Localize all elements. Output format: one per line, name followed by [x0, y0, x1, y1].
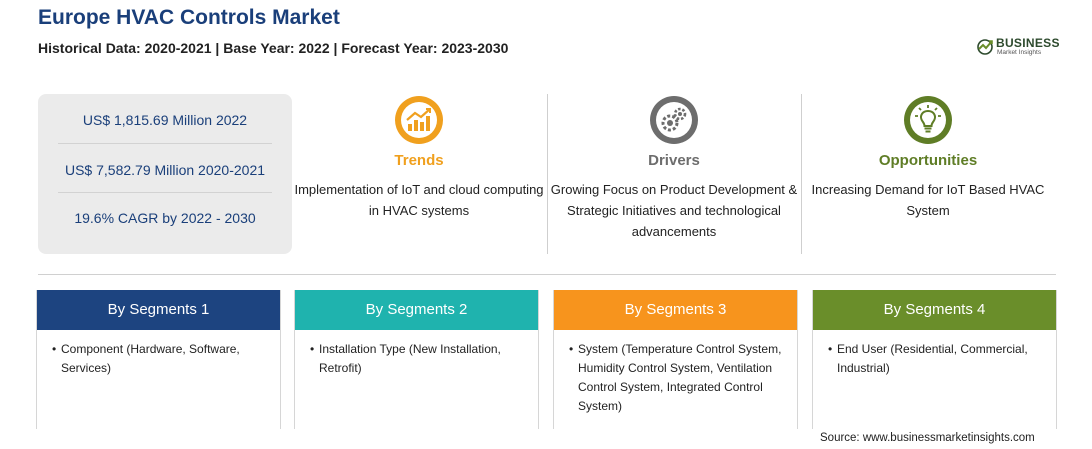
source-citation: Source: www.businessmarketinsights.com: [820, 432, 1035, 444]
lightbulb-icon: [904, 96, 952, 144]
logo-brand-text: BUSINESS: [996, 36, 1060, 50]
logo-tagline: Market Insights: [997, 49, 1042, 56]
segment-card-1: By Segments 1 Component (Hardware, Softw…: [36, 290, 281, 429]
trend-chart-icon: [395, 96, 443, 144]
list-item: Component (Hardware, Software, Services): [52, 340, 272, 378]
company-logo: BUSINESS Market Insights: [976, 36, 1066, 60]
list-item: Installation Type (New Installation, Ret…: [310, 340, 530, 378]
segment-3-list: System (Temperature Control System, Humi…: [554, 330, 797, 416]
trends-description: Implementation of IoT and cloud computin…: [294, 182, 544, 218]
logo-globe-icon: [977, 39, 993, 55]
section-divider: [547, 94, 548, 254]
segment-4-list: End User (Residential, Commercial, Indus…: [813, 330, 1056, 378]
segment-1-list: Component (Hardware, Software, Services): [37, 330, 280, 378]
stat-cagr: 19.6% CAGR by 2022 - 2030: [74, 210, 256, 226]
segment-card-2: By Segments 2 Installation Type (New Ins…: [294, 290, 539, 429]
stat-market-value-2022: US$ 1,815.69 Million 2022: [82, 112, 248, 128]
stat-market-value-historical: US$ 7,582.79 Million 2020-2021: [64, 162, 266, 178]
stats-divider: [58, 143, 272, 144]
drivers-description: Growing Focus on Product Development & S…: [550, 182, 798, 239]
segment-4-title: By Segments 4: [813, 290, 1056, 330]
horizontal-divider: [38, 274, 1056, 275]
stats-divider: [58, 192, 272, 193]
opportunities-section: Opportunities Increasing Demand for IoT …: [803, 94, 1053, 221]
page-title: Europe HVAC Controls Market: [38, 6, 340, 29]
segment-card-3: By Segments 3 System (Temperature Contro…: [553, 290, 798, 429]
section-divider: [801, 94, 802, 254]
drivers-heading: Drivers: [648, 152, 700, 169]
trends-section: Trends Implementation of IoT and cloud c…: [294, 94, 544, 221]
gears-icon: [650, 96, 698, 144]
drivers-section: Drivers Growing Focus on Product Develop…: [549, 94, 799, 242]
segment-2-title: By Segments 2: [295, 290, 538, 330]
segment-2-list: Installation Type (New Installation, Ret…: [295, 330, 538, 378]
opportunities-description: Increasing Demand for IoT Based HVAC Sys…: [811, 182, 1045, 218]
page-subtitle: Historical Data: 2020-2021 | Base Year: …: [38, 40, 509, 56]
list-item: System (Temperature Control System, Humi…: [569, 340, 789, 416]
segment-card-4: By Segments 4 End User (Residential, Com…: [812, 290, 1057, 429]
list-item: End User (Residential, Commercial, Indus…: [828, 340, 1048, 378]
market-stats-panel: US$ 1,815.69 Million 2022 US$ 7,582.79 M…: [38, 94, 292, 254]
trends-heading: Trends: [394, 152, 444, 169]
segment-3-title: By Segments 3: [554, 290, 797, 330]
segment-1-title: By Segments 1: [37, 290, 280, 330]
opportunities-heading: Opportunities: [878, 152, 978, 169]
